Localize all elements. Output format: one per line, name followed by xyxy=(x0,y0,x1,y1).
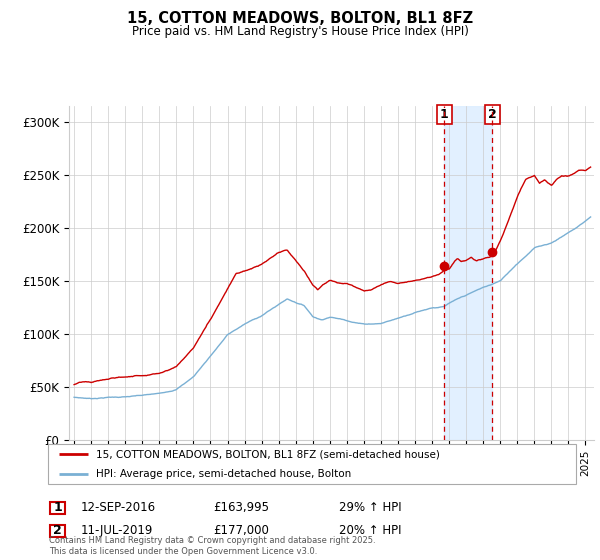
Text: 15, COTTON MEADOWS, BOLTON, BL1 8FZ (semi-detached house): 15, COTTON MEADOWS, BOLTON, BL1 8FZ (sem… xyxy=(95,449,439,459)
Text: £177,000: £177,000 xyxy=(213,524,269,538)
Text: 20% ↑ HPI: 20% ↑ HPI xyxy=(339,524,401,538)
Text: 29% ↑ HPI: 29% ↑ HPI xyxy=(339,501,401,515)
Text: HPI: Average price, semi-detached house, Bolton: HPI: Average price, semi-detached house,… xyxy=(95,469,351,479)
Text: 2: 2 xyxy=(488,109,497,122)
Text: 1: 1 xyxy=(440,109,449,122)
Text: 2: 2 xyxy=(53,524,62,538)
Text: 11-JUL-2019: 11-JUL-2019 xyxy=(81,524,154,538)
Text: Contains HM Land Registry data © Crown copyright and database right 2025.
This d: Contains HM Land Registry data © Crown c… xyxy=(49,536,376,556)
Text: 15, COTTON MEADOWS, BOLTON, BL1 8FZ: 15, COTTON MEADOWS, BOLTON, BL1 8FZ xyxy=(127,11,473,26)
Text: 1: 1 xyxy=(53,501,62,515)
Text: £163,995: £163,995 xyxy=(213,501,269,515)
Bar xyxy=(444,106,492,440)
Text: 12-SEP-2016: 12-SEP-2016 xyxy=(81,501,156,515)
Text: Price paid vs. HM Land Registry's House Price Index (HPI): Price paid vs. HM Land Registry's House … xyxy=(131,25,469,38)
